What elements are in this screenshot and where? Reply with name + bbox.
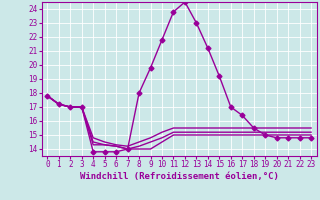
X-axis label: Windchill (Refroidissement éolien,°C): Windchill (Refroidissement éolien,°C) <box>80 172 279 181</box>
